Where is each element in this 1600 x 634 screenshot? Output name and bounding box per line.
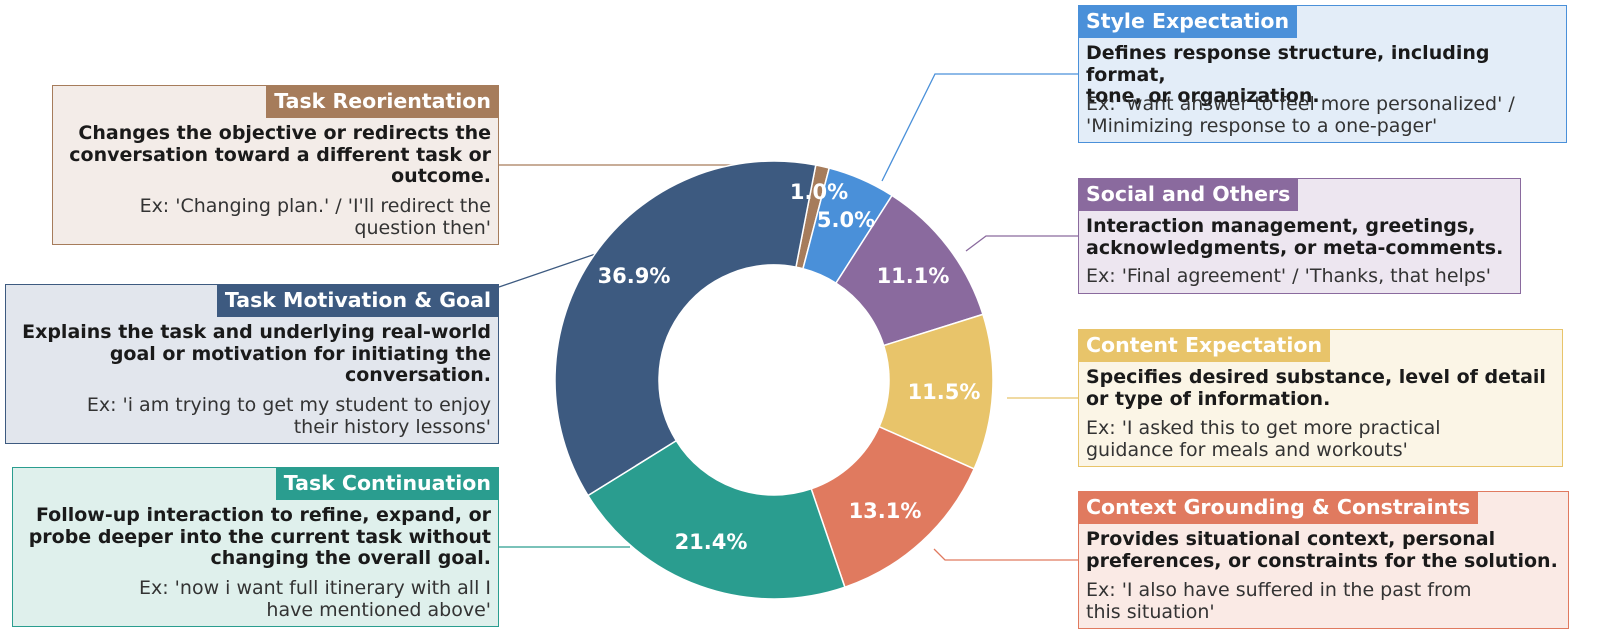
task-motivation-example: Ex: 'i am trying to get my student to en…	[86, 394, 491, 438]
context-grounding-example: Ex: 'I also have suffered in the past fr…	[1086, 579, 1472, 623]
leader-context_grounding	[933, 548, 1078, 561]
task-reorientation-card: Task Reorientation Changes the objective…	[52, 85, 499, 245]
task-motivation-description: Explains the task and underlying real-wo…	[22, 321, 491, 386]
value-label-style_expectation: 5.0%	[817, 208, 875, 232]
context-grounding-card: Context Grounding & Constraints Provides…	[1078, 491, 1569, 629]
value-label-content_expectation: 11.5%	[908, 380, 981, 404]
task-motivation-title: Task Motivation & Goal	[216, 284, 499, 317]
context-grounding-description: Provides situational context, personal pr…	[1086, 528, 1558, 572]
leader-task_motivation	[498, 248, 611, 288]
slice-task_continuation	[586, 439, 846, 600]
style-expectation-description: Defines response structure, including fo…	[1086, 42, 1490, 107]
content-expectation-description: Specifies desired substance, level of de…	[1086, 366, 1546, 410]
leader-style_expectation	[881, 73, 1078, 182]
slice-value-labels: 1.0% 5.0% 11.1% 11.5% 13.1% 21.4% 36.9%	[598, 180, 981, 554]
context-grounding-title: Context Grounding & Constraints	[1078, 491, 1479, 524]
social-others-example: Ex: 'Final agreement' / 'Thanks, that he…	[1086, 265, 1491, 287]
content-expectation-title: Content Expectation	[1078, 329, 1331, 362]
social-others-card: Social and Others Interaction management…	[1078, 178, 1521, 294]
style-expectation-title: Style Expectation	[1078, 5, 1298, 38]
value-label-task_reorientation: 1.0%	[790, 180, 848, 204]
slice-task_motivation	[554, 160, 817, 497]
value-label-task_motivation: 36.9%	[598, 264, 671, 288]
task-continuation-example: Ex: 'now i want full itinerary with all …	[138, 577, 491, 621]
content-expectation-card: Content Expectation Specifies desired su…	[1078, 329, 1563, 467]
task-motivation-card: Task Motivation & Goal Explains the task…	[5, 284, 499, 444]
value-label-context_grounding: 13.1%	[849, 499, 922, 523]
leader-social_others	[965, 235, 1078, 252]
value-label-social_others: 11.1%	[877, 264, 950, 288]
task-continuation-description: Follow-up interaction to refine, expand,…	[28, 504, 491, 569]
task-reorientation-title: Task Reorientation	[266, 85, 499, 118]
style-expectation-card: Style Expectation Defines response struc…	[1078, 5, 1567, 143]
task-continuation-card: Task Continuation Follow-up interaction …	[12, 467, 499, 627]
content-expectation-example: Ex: 'I asked this to get more practical g…	[1086, 417, 1441, 461]
task-reorientation-description: Changes the objective or redirects the co…	[69, 122, 491, 187]
style-expectation-example: Ex: 'want answer to feel more personaliz…	[1086, 93, 1515, 137]
task-continuation-title: Task Continuation	[275, 467, 499, 500]
social-others-description: Interaction management, greetings, acknow…	[1086, 215, 1504, 259]
social-others-title: Social and Others	[1078, 178, 1299, 211]
task-reorientation-example: Ex: 'Changing plan.' / 'I'll redirect th…	[139, 195, 491, 239]
value-label-task_continuation: 21.4%	[675, 530, 748, 554]
donut-slices	[554, 160, 994, 600]
